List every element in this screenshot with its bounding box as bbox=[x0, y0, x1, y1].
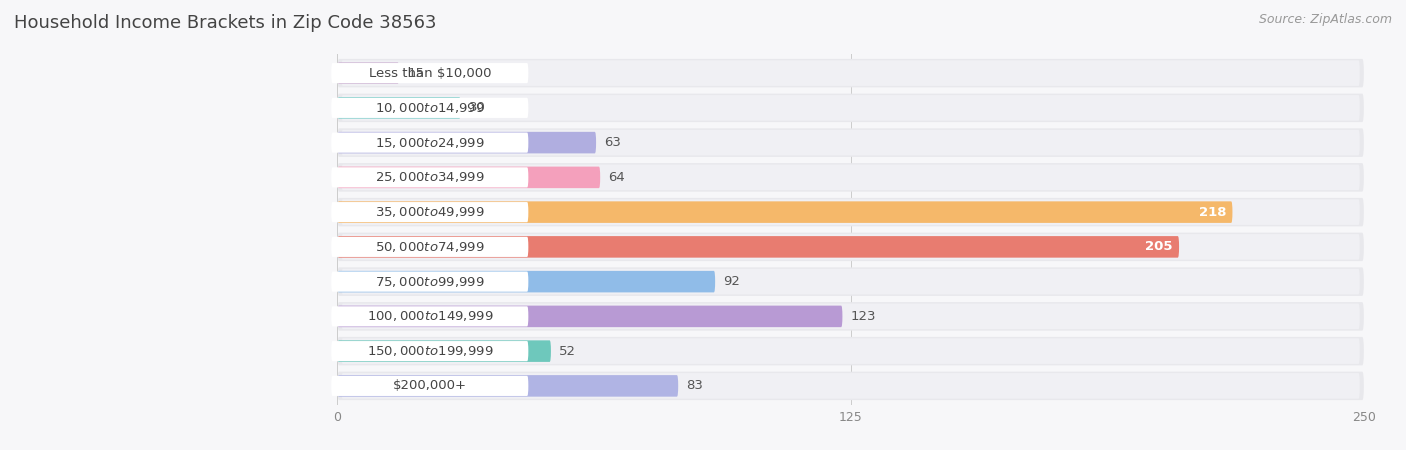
FancyBboxPatch shape bbox=[337, 375, 678, 396]
Text: 123: 123 bbox=[851, 310, 876, 323]
Text: Less than $10,000: Less than $10,000 bbox=[368, 67, 491, 80]
FancyBboxPatch shape bbox=[342, 373, 1360, 399]
FancyBboxPatch shape bbox=[332, 63, 529, 83]
FancyBboxPatch shape bbox=[337, 372, 1364, 400]
Text: $35,000 to $49,999: $35,000 to $49,999 bbox=[375, 205, 485, 219]
FancyBboxPatch shape bbox=[337, 59, 1364, 87]
FancyBboxPatch shape bbox=[332, 98, 529, 118]
FancyBboxPatch shape bbox=[332, 202, 529, 222]
FancyBboxPatch shape bbox=[342, 60, 1360, 86]
Text: $15,000 to $24,999: $15,000 to $24,999 bbox=[375, 135, 485, 149]
FancyBboxPatch shape bbox=[337, 201, 1233, 223]
Text: $75,000 to $99,999: $75,000 to $99,999 bbox=[375, 274, 485, 288]
Text: 83: 83 bbox=[686, 379, 703, 392]
Text: 205: 205 bbox=[1146, 240, 1173, 253]
FancyBboxPatch shape bbox=[332, 271, 529, 292]
FancyBboxPatch shape bbox=[342, 338, 1360, 364]
FancyBboxPatch shape bbox=[337, 267, 1364, 296]
Text: $10,000 to $14,999: $10,000 to $14,999 bbox=[375, 101, 485, 115]
FancyBboxPatch shape bbox=[337, 271, 716, 292]
FancyBboxPatch shape bbox=[337, 163, 1364, 192]
FancyBboxPatch shape bbox=[337, 132, 596, 153]
FancyBboxPatch shape bbox=[337, 337, 1364, 365]
FancyBboxPatch shape bbox=[332, 237, 529, 257]
Text: 92: 92 bbox=[723, 275, 740, 288]
FancyBboxPatch shape bbox=[337, 166, 600, 188]
FancyBboxPatch shape bbox=[337, 302, 1364, 331]
FancyBboxPatch shape bbox=[337, 233, 1364, 261]
FancyBboxPatch shape bbox=[342, 165, 1360, 190]
FancyBboxPatch shape bbox=[337, 94, 1364, 122]
FancyBboxPatch shape bbox=[332, 376, 529, 396]
FancyBboxPatch shape bbox=[337, 306, 842, 327]
FancyBboxPatch shape bbox=[342, 199, 1360, 225]
Text: $25,000 to $34,999: $25,000 to $34,999 bbox=[375, 171, 485, 184]
FancyBboxPatch shape bbox=[337, 198, 1364, 226]
Text: 63: 63 bbox=[605, 136, 621, 149]
Text: Household Income Brackets in Zip Code 38563: Household Income Brackets in Zip Code 38… bbox=[14, 14, 436, 32]
Text: $100,000 to $149,999: $100,000 to $149,999 bbox=[367, 310, 494, 324]
Text: 15: 15 bbox=[408, 67, 425, 80]
Text: Source: ZipAtlas.com: Source: ZipAtlas.com bbox=[1258, 14, 1392, 27]
FancyBboxPatch shape bbox=[342, 95, 1360, 121]
FancyBboxPatch shape bbox=[337, 97, 461, 119]
Text: $150,000 to $199,999: $150,000 to $199,999 bbox=[367, 344, 494, 358]
FancyBboxPatch shape bbox=[337, 128, 1364, 157]
Text: 218: 218 bbox=[1199, 206, 1226, 219]
FancyBboxPatch shape bbox=[337, 236, 1180, 258]
FancyBboxPatch shape bbox=[337, 340, 551, 362]
FancyBboxPatch shape bbox=[332, 133, 529, 153]
FancyBboxPatch shape bbox=[332, 306, 529, 326]
Text: 64: 64 bbox=[609, 171, 626, 184]
FancyBboxPatch shape bbox=[342, 130, 1360, 156]
FancyBboxPatch shape bbox=[337, 63, 399, 84]
FancyBboxPatch shape bbox=[332, 167, 529, 188]
Text: $50,000 to $74,999: $50,000 to $74,999 bbox=[375, 240, 485, 254]
FancyBboxPatch shape bbox=[342, 234, 1360, 260]
Text: 30: 30 bbox=[468, 101, 485, 114]
FancyBboxPatch shape bbox=[342, 269, 1360, 294]
FancyBboxPatch shape bbox=[332, 341, 529, 361]
Text: $200,000+: $200,000+ bbox=[392, 379, 467, 392]
Text: 52: 52 bbox=[560, 345, 576, 358]
FancyBboxPatch shape bbox=[342, 303, 1360, 329]
